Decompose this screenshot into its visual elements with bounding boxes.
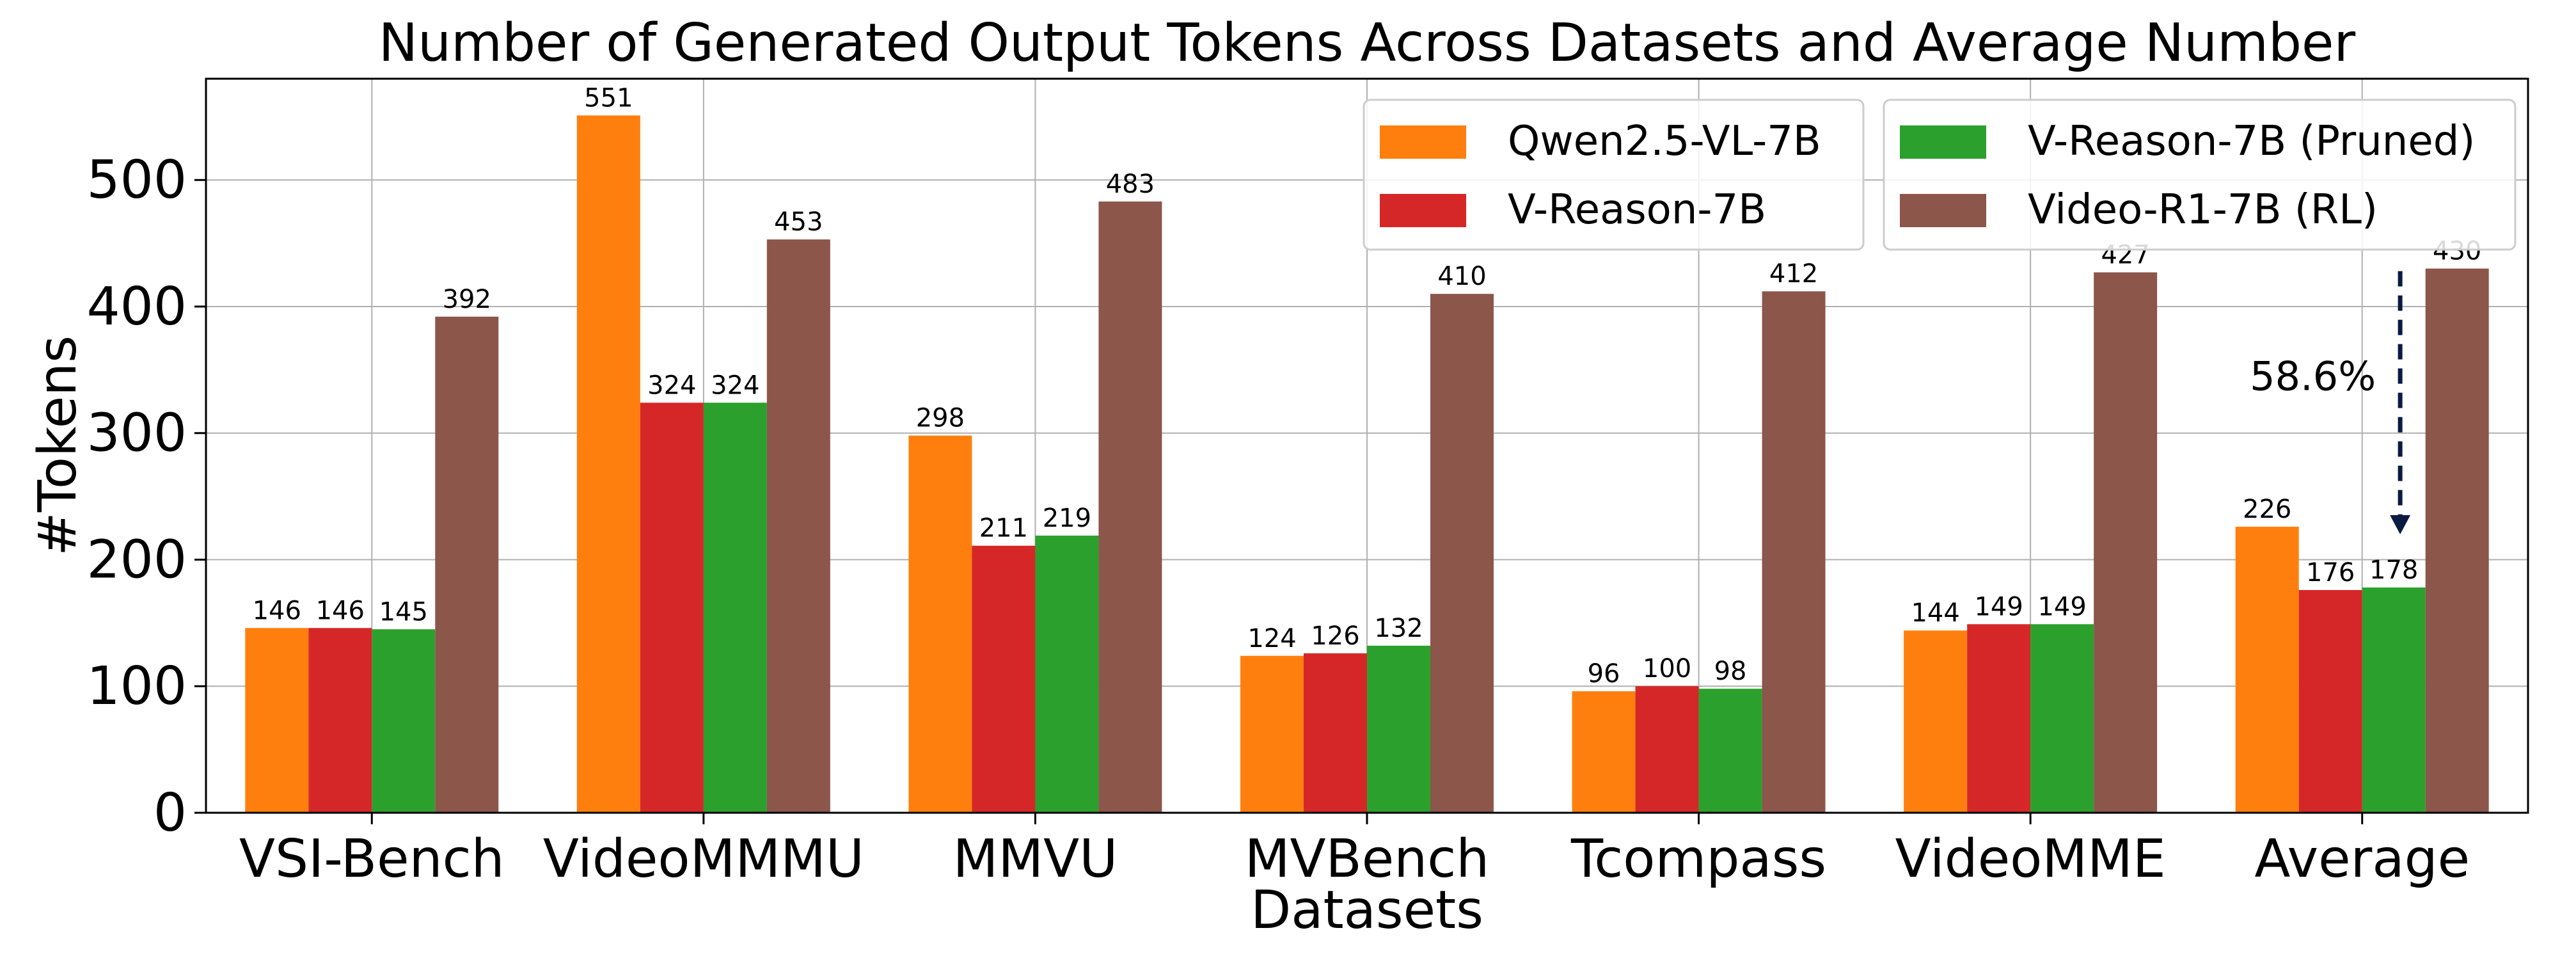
legend-box (1363, 99, 1865, 251)
bar (2425, 268, 2489, 813)
bar-value-label: 146 (316, 596, 365, 625)
bar-value-label: 98 (1714, 657, 1747, 686)
bar-value-label: 324 (711, 371, 759, 400)
y-tick-label: 100 (86, 656, 187, 717)
x-tick-label: VideoMMMU (543, 829, 864, 890)
chart-title: Number of Generated Output Tokens Across… (379, 13, 2356, 74)
bar (2094, 272, 2158, 813)
bar-value-label: 211 (979, 514, 1028, 543)
bar-value-label: 551 (584, 83, 633, 113)
bar (1430, 294, 1494, 813)
bar-value-label: 176 (2306, 558, 2355, 587)
bar (2298, 589, 2362, 813)
bar-value-label: 124 (1247, 624, 1296, 653)
legend-swatch (1900, 125, 1986, 159)
bar-value-label: 453 (774, 207, 823, 237)
annotation-arrow-head (2390, 515, 2411, 534)
bar-value-label: 219 (1043, 504, 1091, 533)
legend-swatch (1380, 194, 1466, 227)
bar (640, 403, 704, 813)
x-tick-label: MVBench (1245, 829, 1490, 890)
bar-value-label: 132 (1374, 614, 1423, 643)
bar (1904, 630, 1968, 813)
bar-value-label: 412 (1769, 259, 1818, 289)
y-axis: 0 100 200 300 400 500 (86, 150, 206, 843)
bar-value-label: 483 (1106, 170, 1155, 199)
bars-group (245, 115, 2489, 813)
legend-swatch (1900, 194, 1986, 227)
legend-label: Qwen2.5-VL-7B (1508, 118, 1821, 165)
bar (245, 628, 309, 813)
bar (372, 629, 436, 813)
bar (1367, 645, 1430, 813)
legend-label: V-Reason-7B (Pruned) (2028, 118, 2475, 165)
bar (2030, 624, 2094, 813)
bar (908, 435, 972, 813)
bar-value-label: 392 (443, 285, 491, 314)
legend-swatch (1380, 125, 1466, 159)
bar-value-label: 100 (1643, 654, 1691, 683)
bar-value-label: 178 (2369, 555, 2418, 585)
bar (1635, 686, 1699, 813)
legend-label: Video-R1-7B (RL) (2028, 186, 2378, 234)
bar-value-label: 144 (1911, 598, 1959, 628)
bar-value-label: 149 (2037, 592, 2086, 621)
bar-value-label: 226 (2243, 495, 2291, 524)
annotation-text: 58.6% (2250, 353, 2376, 399)
bar (2362, 587, 2426, 813)
bar (703, 403, 767, 813)
bar-value-label: 410 (1437, 262, 1486, 291)
x-tick-label: MMVU (953, 829, 1118, 890)
bar (1698, 689, 1762, 813)
bar-value-label: 149 (1974, 592, 2023, 621)
y-tick-label: 300 (86, 403, 187, 464)
bar (308, 628, 372, 813)
bar (1304, 653, 1367, 813)
bar (972, 545, 1036, 813)
y-tick-label: 200 (86, 529, 187, 590)
x-axis-label: Datasets (1251, 880, 1483, 941)
bar-value-label: 145 (379, 597, 428, 627)
y-tick-label: 0 (154, 783, 187, 843)
x-tick-label: Tcompass (1570, 829, 1826, 890)
x-tick-label: Average (2254, 829, 2470, 890)
bar-value-labels: 146 551 298 124 96 144 226 146 324 211 126 100 149 17… (253, 83, 2482, 689)
bar (1572, 691, 1636, 813)
bar (1762, 291, 1826, 813)
y-axis-label: #Tokens (28, 335, 88, 556)
y-tick-label: 400 (86, 276, 187, 337)
bar (1098, 201, 1162, 813)
bar (2235, 527, 2299, 813)
bar (435, 316, 499, 813)
legend: Qwen2.5-VL-7B V-Reason-7B V-Reason-7B (Pru… (1363, 99, 2517, 251)
x-tick-label: VSI-Bench (239, 829, 505, 890)
legend-box (1883, 99, 2517, 251)
bar (766, 239, 830, 813)
bar (1035, 535, 1099, 813)
bar (1967, 624, 2031, 813)
bar-value-label: 146 (253, 596, 301, 625)
reduction-annotation: 58.6% (2250, 271, 2411, 534)
bar (1240, 655, 1304, 813)
bar-value-label: 298 (916, 404, 965, 433)
bar (576, 115, 640, 813)
bar-value-label: 96 (1588, 659, 1620, 689)
bar-value-label: 126 (1311, 621, 1359, 651)
legend-label: V-Reason-7B (1508, 186, 1766, 234)
y-tick-label: 500 (86, 150, 187, 211)
x-axis: VSI-Bench VideoMMMU MMVU MVBench Tcompass Vid… (239, 813, 2470, 890)
bar-value-label: 324 (647, 371, 696, 400)
x-tick-label: VideoMME (1895, 829, 2166, 890)
